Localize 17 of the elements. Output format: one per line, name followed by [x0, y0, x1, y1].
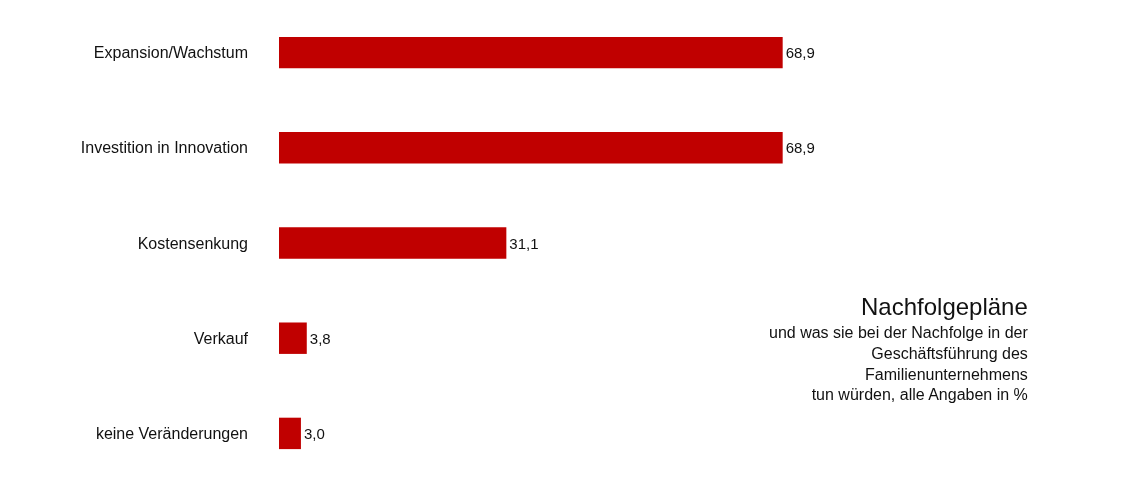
text: Nachfolgepläne: [861, 293, 1028, 320]
data-label: 31,1: [509, 234, 539, 252]
data-label: 3,8: [309, 329, 331, 347]
bar: [279, 36, 783, 69]
bar: [279, 132, 783, 164]
bar: [279, 417, 301, 450]
data-label: 3,0: [303, 424, 325, 442]
data-label: 68,9: [785, 139, 815, 157]
y-tick-label: keine Veränderungen: [95, 425, 248, 442]
y-tick-label: Kostensenkung: [137, 234, 248, 252]
data-label: 68,9: [785, 44, 815, 62]
y-tick-label: Verkauf: [193, 329, 249, 347]
y-tick-label: Investition in Innovation: [80, 139, 248, 157]
y-tick-label: Expansion/Wachstum: [93, 44, 248, 62]
bar: [279, 227, 507, 259]
bar: [279, 322, 307, 354]
text: und was sie bei der Nachfolge in der Geschäftsführung des Familienunternehmens tun würden, alle Angaben in %: [769, 324, 1029, 404]
